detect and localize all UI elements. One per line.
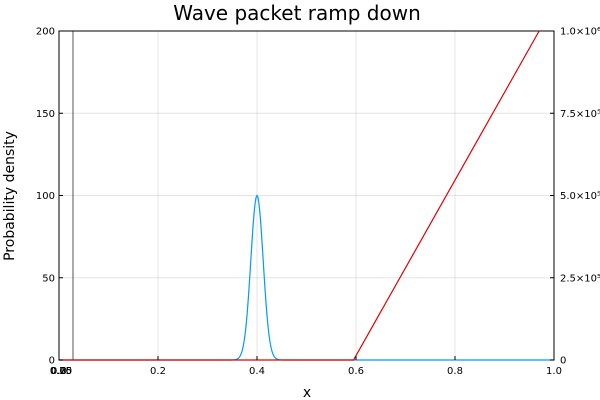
series-line-right-axis	[59, 30, 540, 361]
x-tick-label: 1.0	[546, 366, 562, 377]
x-overlap-tick-label: 0.75	[50, 366, 72, 377]
x-tick-label: 0.8	[447, 366, 463, 377]
series-layer	[59, 30, 554, 361]
x-overlap-tick-label: 0.00	[50, 366, 72, 377]
y2-tick-label: 0	[560, 356, 566, 367]
x-axis-label: x	[303, 385, 311, 400]
x-tick-label: 0.4	[249, 366, 265, 377]
y2-tick-label: 1.0×10⁶	[560, 27, 600, 38]
x-tick-label: 0.2	[150, 366, 166, 377]
x-tick-label: 0.6	[348, 366, 364, 377]
y2-tick-label: 5.0×10⁵	[560, 191, 600, 202]
x-overlap-tick-label: 0.25	[50, 366, 72, 377]
y-tick-label: 50	[42, 273, 55, 284]
y2-tick-label: 2.5×10⁵	[560, 273, 600, 284]
x-tick-label: 0.0	[51, 366, 67, 377]
y-tick-label: 200	[36, 27, 55, 38]
y2-tick-label: 7.5×10⁵	[560, 109, 600, 120]
y-axis-label: Probability density	[2, 131, 18, 261]
chart-title: Wave packet ramp down	[173, 1, 421, 25]
y-tick-label: 100	[36, 191, 55, 202]
tick-labels: 0.0 0.2 0.4 0.6 0.8 1.00.000.250.750501001502…	[36, 27, 600, 378]
y-tick-label: 0	[49, 356, 55, 367]
y-tick-label: 150	[36, 109, 55, 120]
grid	[58, 30, 555, 360]
